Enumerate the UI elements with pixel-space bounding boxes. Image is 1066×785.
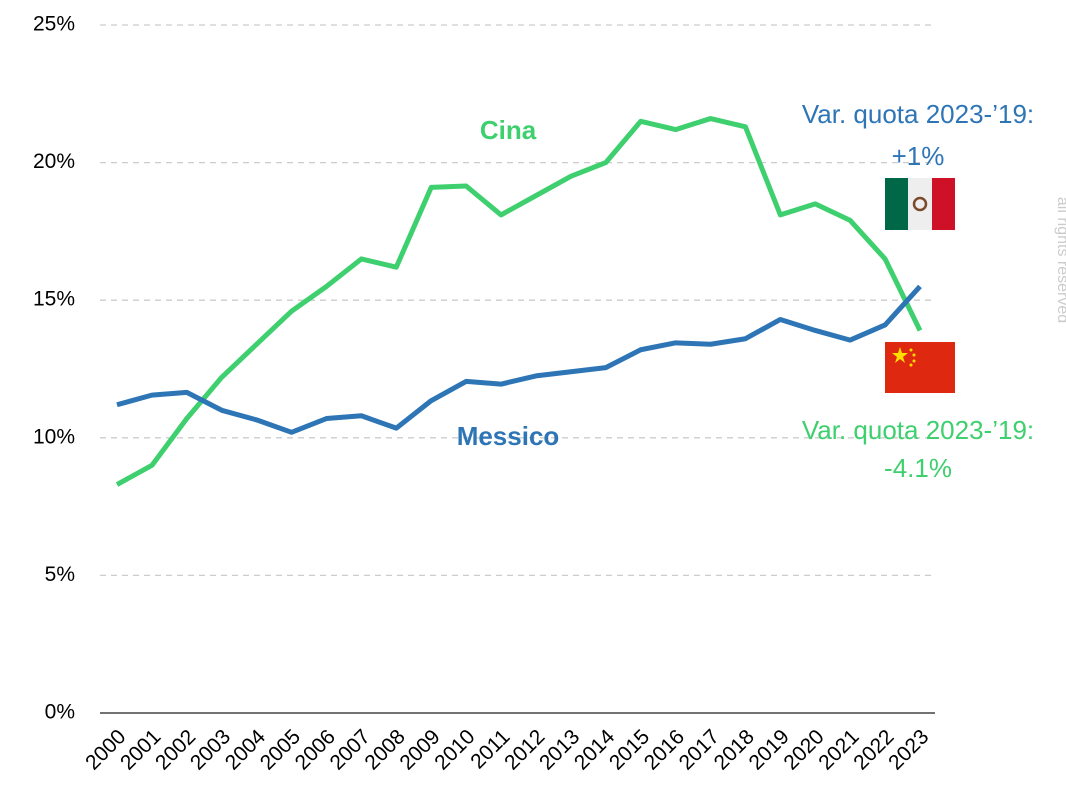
x-tick-label: 2005 — [256, 725, 305, 774]
x-tick-label: 2012 — [500, 725, 549, 774]
flag-china — [885, 342, 955, 393]
y-tick-label: 15% — [33, 288, 75, 311]
watermark: all rights reserved — [1054, 197, 1066, 323]
x-tick-label: 2007 — [326, 725, 375, 774]
x-tick-label: 2019 — [745, 725, 794, 774]
x-tick-label: 2020 — [779, 725, 828, 774]
y-tick-label: 5% — [45, 563, 75, 586]
annotation: Var. quota 2023-’19: — [802, 415, 1034, 445]
x-tick-label: 2010 — [430, 725, 479, 774]
annotation: +1% — [892, 141, 945, 171]
x-tick-label: 2001 — [116, 725, 165, 774]
series-line — [116, 284, 922, 435]
series-label: Cina — [480, 115, 537, 145]
x-tick-label: 2015 — [605, 725, 654, 774]
y-tick-label: 10% — [33, 425, 75, 448]
x-tick-label: 2000 — [81, 725, 130, 774]
annotation: Var. quota 2023-’19: — [802, 99, 1034, 129]
x-tick-label: 2016 — [640, 725, 689, 774]
x-tick-label: 2006 — [291, 725, 340, 774]
y-tick-label: 20% — [33, 150, 75, 173]
y-tick-label: 0% — [45, 701, 75, 724]
x-tick-label: 2022 — [849, 725, 898, 774]
x-tick-label: 2018 — [710, 725, 759, 774]
y-tick-label: 25% — [33, 13, 75, 36]
x-tick-label: 2023 — [884, 725, 933, 774]
x-tick-label: 2021 — [814, 725, 863, 774]
annotation: -4.1% — [884, 453, 952, 483]
series-line — [115, 116, 923, 487]
x-tick-label: 2008 — [360, 725, 409, 774]
flag-mexico — [885, 178, 955, 230]
x-tick-label: 2017 — [675, 725, 724, 774]
x-tick-label: 2013 — [535, 725, 584, 774]
x-tick-label: 2003 — [186, 725, 235, 774]
x-tick-label: 2009 — [395, 725, 444, 774]
series-label: Messico — [457, 421, 560, 451]
x-tick-label: 2002 — [151, 725, 200, 774]
